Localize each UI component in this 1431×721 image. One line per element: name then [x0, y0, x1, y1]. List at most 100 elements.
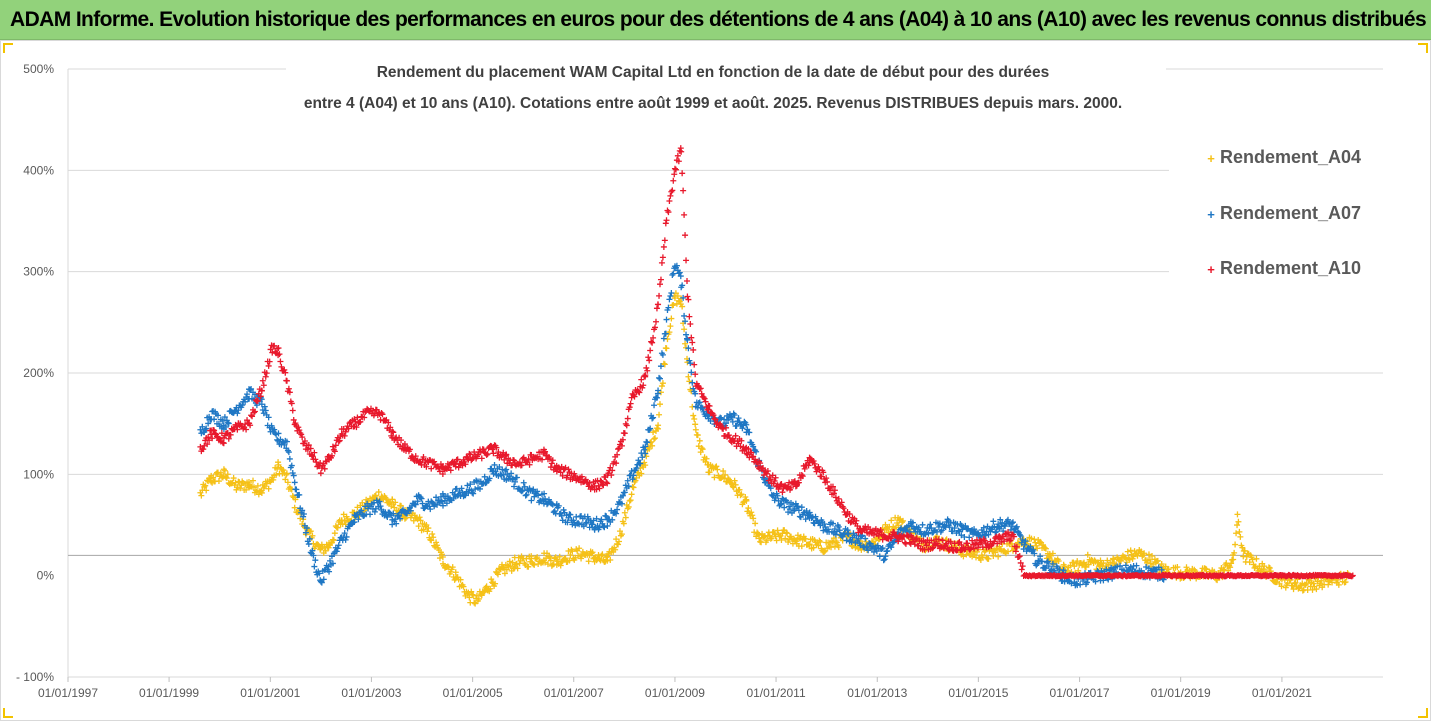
data-point: [670, 301, 677, 308]
data-point: [465, 589, 472, 596]
data-point: [1158, 566, 1165, 573]
data-point: [423, 521, 430, 528]
data-point: [722, 471, 729, 478]
data-point: [275, 430, 282, 437]
data-point: [956, 538, 963, 545]
data-point: [1009, 519, 1016, 526]
data-point: [298, 431, 305, 438]
data-point: [685, 345, 692, 352]
data-point: [835, 495, 842, 502]
data-point: [650, 334, 657, 341]
data-point: [681, 312, 688, 319]
data-point: [1342, 578, 1349, 585]
legend-item-a10[interactable]: + Rendement_A10: [1207, 258, 1361, 278]
data-point: [1039, 558, 1046, 565]
corner-handle-bottom-right[interactable]: [1418, 708, 1428, 718]
data-point: [810, 458, 817, 465]
data-point: [318, 579, 325, 586]
data-point: [214, 412, 221, 419]
data-point: [560, 506, 567, 513]
data-point: [614, 506, 621, 513]
data-point: [817, 522, 824, 529]
legend-item-a07[interactable]: + Rendement_A07: [1207, 203, 1361, 223]
data-point: [743, 421, 750, 428]
data-point: [667, 323, 674, 330]
data-point: [357, 418, 364, 425]
data-point: [788, 484, 795, 491]
data-point: [522, 492, 529, 499]
data-point: [215, 478, 222, 485]
data-point: [1159, 565, 1166, 572]
data-point: [419, 500, 426, 507]
data-point: [281, 366, 288, 373]
data-point: [674, 292, 681, 299]
data-point: [994, 540, 1001, 547]
data-point: [666, 198, 673, 205]
data-point: [254, 397, 261, 404]
data-point: [622, 514, 629, 521]
data-point: [925, 530, 932, 537]
data-point: [361, 414, 368, 421]
data-point: [245, 479, 252, 486]
data-point: [653, 425, 660, 432]
data-point: [1031, 536, 1038, 543]
data-point: [378, 409, 385, 416]
data-point: [720, 425, 727, 432]
data-point: [855, 535, 862, 542]
data-point: [508, 470, 515, 477]
corner-handle-top-right[interactable]: [1418, 43, 1428, 53]
data-point: [273, 471, 280, 478]
data-point: [1230, 556, 1237, 563]
data-point: [612, 546, 619, 553]
data-point: [790, 478, 797, 485]
data-point: [980, 524, 987, 531]
data-point: [668, 315, 675, 322]
data-point: [720, 468, 727, 475]
data-point: [417, 517, 424, 524]
data-point: [342, 536, 349, 543]
data-point: [586, 524, 593, 531]
data-point: [1309, 586, 1316, 593]
data-point: [593, 515, 600, 522]
data-point: [882, 553, 889, 560]
data-point: [645, 354, 652, 361]
data-point: [277, 358, 284, 365]
data-point: [630, 472, 637, 479]
data-point: [266, 358, 273, 365]
data-point: [750, 515, 757, 522]
data-point: [468, 588, 475, 595]
data-point: [974, 544, 981, 551]
data-point: [778, 537, 785, 544]
data-point: [906, 528, 913, 535]
data-point: [467, 451, 474, 458]
data-point: [737, 492, 744, 499]
data-point: [846, 510, 853, 517]
corner-handle-top-left[interactable]: [3, 43, 13, 53]
data-point: [680, 294, 687, 301]
data-point: [603, 554, 610, 561]
data-point: [265, 414, 272, 421]
data-point: [459, 462, 466, 469]
data-point: [835, 544, 842, 551]
data-point: [309, 547, 316, 554]
data-point: [513, 474, 520, 481]
data-point: [316, 570, 323, 577]
data-point: [1260, 566, 1267, 573]
data-point: [783, 529, 790, 536]
data-point: [714, 466, 721, 473]
data-point: [203, 487, 210, 494]
x-tick-label: 01/01/2007: [544, 686, 604, 700]
data-point: [1018, 566, 1025, 573]
data-point: [358, 507, 365, 514]
data-point: [726, 435, 733, 442]
data-point: [731, 477, 738, 484]
legend-item-a04[interactable]: + Rendement_A04: [1207, 147, 1361, 167]
data-point: [514, 565, 521, 572]
data-point: [221, 414, 228, 421]
data-point: [620, 520, 627, 527]
data-point: [598, 478, 605, 485]
data-point: [487, 585, 494, 592]
data-point: [1002, 549, 1009, 556]
data-point: [282, 369, 289, 376]
corner-handle-bottom-left[interactable]: [3, 708, 13, 718]
